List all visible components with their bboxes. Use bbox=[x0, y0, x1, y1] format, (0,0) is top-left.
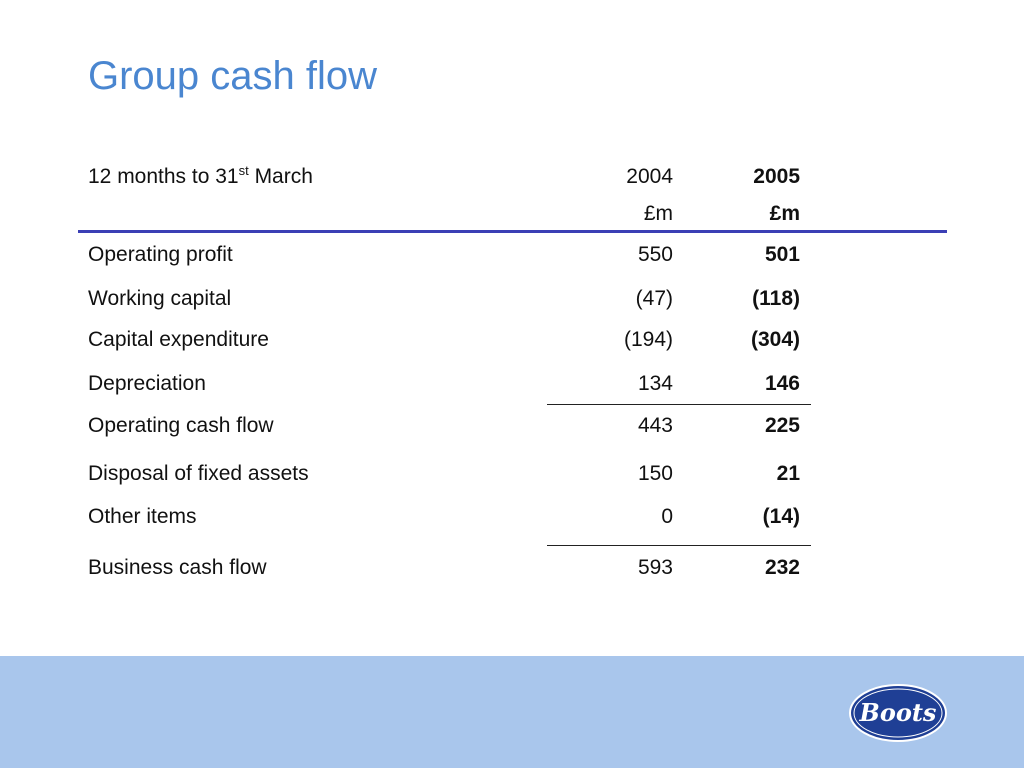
page-title: Group cash flow bbox=[88, 54, 378, 98]
row-value-2005: 501 bbox=[764, 243, 800, 266]
row-value-2005: (118) bbox=[752, 287, 800, 310]
row-label: Other items bbox=[88, 505, 197, 528]
row-label: Operating cash flow bbox=[88, 414, 274, 437]
period-header: 12 months to 31st March bbox=[88, 164, 313, 190]
subtotal-divider bbox=[547, 404, 811, 405]
row-label: Working capital bbox=[88, 287, 232, 310]
col-2004-unit: £m bbox=[643, 202, 673, 225]
row-label: Depreciation bbox=[88, 372, 206, 395]
row-value-2005: 225 bbox=[764, 414, 800, 437]
row-value-2004: 150 bbox=[637, 462, 673, 485]
period-header-main: 12 months to 31 bbox=[88, 165, 239, 188]
period-header-sup: st bbox=[238, 163, 249, 178]
row-value-2005: (304) bbox=[750, 328, 800, 351]
row-value-2004: (194) bbox=[623, 328, 673, 351]
header-divider bbox=[78, 230, 947, 233]
row-value-2005: 146 bbox=[764, 372, 800, 395]
boots-logo: Boots bbox=[849, 684, 947, 742]
col-2004-year: 2004 bbox=[626, 165, 673, 188]
row-value-2004: 443 bbox=[637, 414, 673, 437]
row-label: Disposal of fixed assets bbox=[88, 462, 309, 485]
row-value-2004: 0 bbox=[661, 505, 673, 528]
col-2005-unit: £m bbox=[769, 202, 800, 225]
row-value-2005: (14) bbox=[762, 505, 800, 528]
col-2005-year: 2005 bbox=[753, 165, 800, 188]
row-label: Operating profit bbox=[88, 243, 233, 266]
row-value-2005: 232 bbox=[764, 556, 800, 579]
row-value-2005: 21 bbox=[776, 462, 800, 485]
row-label: Business cash flow bbox=[88, 556, 267, 579]
logo-text: Boots bbox=[859, 698, 937, 727]
row-value-2004: 550 bbox=[637, 243, 673, 266]
total-divider bbox=[547, 545, 811, 546]
row-value-2004: (47) bbox=[635, 287, 673, 310]
row-value-2004: 134 bbox=[637, 372, 673, 395]
row-label: Capital expenditure bbox=[88, 328, 269, 351]
row-value-2004: 593 bbox=[637, 556, 673, 579]
period-header-tail: March bbox=[248, 165, 313, 188]
